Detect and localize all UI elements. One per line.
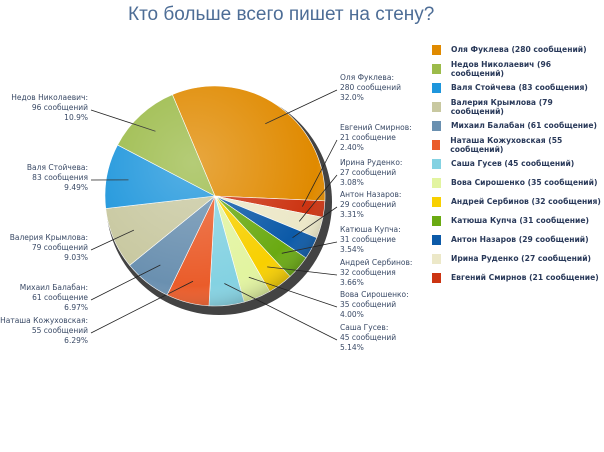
slice-label: Андрей Сербинов: 32 сообщения 3.66% bbox=[340, 258, 412, 287]
slice-label: Валерия Крымлова: 79 сообщений 9.03% bbox=[10, 233, 88, 262]
slice-label: Саша Гусев: 45 сообщений 5.14% bbox=[340, 323, 396, 352]
legend-swatch bbox=[432, 139, 441, 150]
legend: Оля Фуклева (280 сообщений) Недов Николае… bbox=[432, 40, 604, 287]
legend-item: Андрей Сербинов (32 сообщения) bbox=[432, 192, 604, 211]
legend-label: Наташа Кожуховская (55 сообщений) bbox=[450, 135, 563, 154]
slice-label: Наташа Кожуховская: 55 сообщений 6.29% bbox=[0, 316, 88, 345]
legend-label: Недов Николаевич (96 сообщений) bbox=[450, 59, 552, 78]
legend-swatch bbox=[432, 120, 441, 131]
slice-label: Недов Николаевич: 96 сообщений 10.9% bbox=[11, 93, 88, 122]
legend-item: Валерия Крымлова (79 сообщений) bbox=[432, 97, 604, 116]
slice-label: Оля Фуклева: 280 сообщений 32.0% bbox=[340, 73, 401, 102]
legend-label: Антон Назаров (29 сообщений) bbox=[451, 235, 589, 244]
legend-label: Михаил Балабан (61 сообщение) bbox=[451, 121, 597, 130]
legend-swatch bbox=[432, 82, 441, 93]
legend-item: Вова Сирошенко (35 сообщений) bbox=[432, 173, 604, 192]
chart-title: Кто больше всего пишет на стену? bbox=[128, 4, 435, 25]
legend-item: Катюша Купча (31 сообщение) bbox=[432, 211, 604, 230]
legend-label: Валя Стойчева (83 сообщения) bbox=[451, 83, 588, 92]
legend-label: Вова Сирошенко (35 сообщений) bbox=[451, 178, 598, 187]
slice-label: Вова Сирошенко: 35 сообщений 4.00% bbox=[340, 290, 409, 319]
legend-label: Саша Гусев (45 сообщений) bbox=[451, 159, 575, 168]
legend-swatch bbox=[432, 44, 441, 55]
legend-item: Ирина Руденко (27 сообщений) bbox=[432, 249, 604, 268]
legend-item: Валя Стойчева (83 сообщения) bbox=[432, 78, 604, 97]
slice-label: Антон Назаров: 29 сообщений 3.31% bbox=[340, 190, 401, 219]
legend-swatch bbox=[432, 101, 441, 112]
legend-swatch bbox=[432, 177, 441, 188]
legend-item: Наташа Кожуховская (55 сообщений) bbox=[432, 135, 604, 154]
slice-label: Ирина Руденко: 27 сообщений 3.08% bbox=[340, 158, 402, 187]
legend-swatch bbox=[432, 234, 441, 245]
legend-item: Саша Гусев (45 сообщений) bbox=[432, 154, 604, 173]
legend-item: Евгений Смирнов (21 сообщение) bbox=[432, 268, 604, 287]
legend-swatch bbox=[432, 158, 441, 169]
legend-swatch bbox=[432, 272, 441, 283]
legend-label: Ирина Руденко (27 сообщений) bbox=[451, 254, 592, 263]
slice-label: Катюша Купча: 31 сообщение 3.54% bbox=[340, 225, 401, 254]
legend-label: Катюша Купча (31 сообщение) bbox=[451, 216, 589, 225]
legend-swatch bbox=[432, 63, 441, 74]
legend-label: Оля Фуклева (280 сообщений) bbox=[451, 45, 587, 54]
slice-label: Валя Стойчева: 83 сообщения 9.49% bbox=[27, 163, 88, 192]
pie-gloss bbox=[105, 86, 325, 306]
legend-swatch bbox=[432, 196, 441, 207]
legend-item: Антон Назаров (29 сообщений) bbox=[432, 230, 604, 249]
legend-swatch bbox=[432, 215, 441, 226]
legend-item: Михаил Балабан (61 сообщение) bbox=[432, 116, 604, 135]
legend-swatch bbox=[432, 253, 441, 264]
legend-label: Евгений Смирнов (21 сообщение) bbox=[451, 273, 599, 282]
legend-label: Андрей Сербинов (32 сообщения) bbox=[451, 197, 601, 206]
legend-label: Валерия Крымлова (79 сообщений) bbox=[450, 97, 553, 116]
legend-item: Оля Фуклева (280 сообщений) bbox=[432, 40, 604, 59]
legend-item: Недов Николаевич (96 сообщений) bbox=[432, 59, 604, 78]
slice-label: Михаил Балабан: 61 сообщение 6.97% bbox=[20, 283, 89, 312]
slice-label: Евгений Смирнов: 21 сообщение 2.40% bbox=[340, 123, 412, 152]
